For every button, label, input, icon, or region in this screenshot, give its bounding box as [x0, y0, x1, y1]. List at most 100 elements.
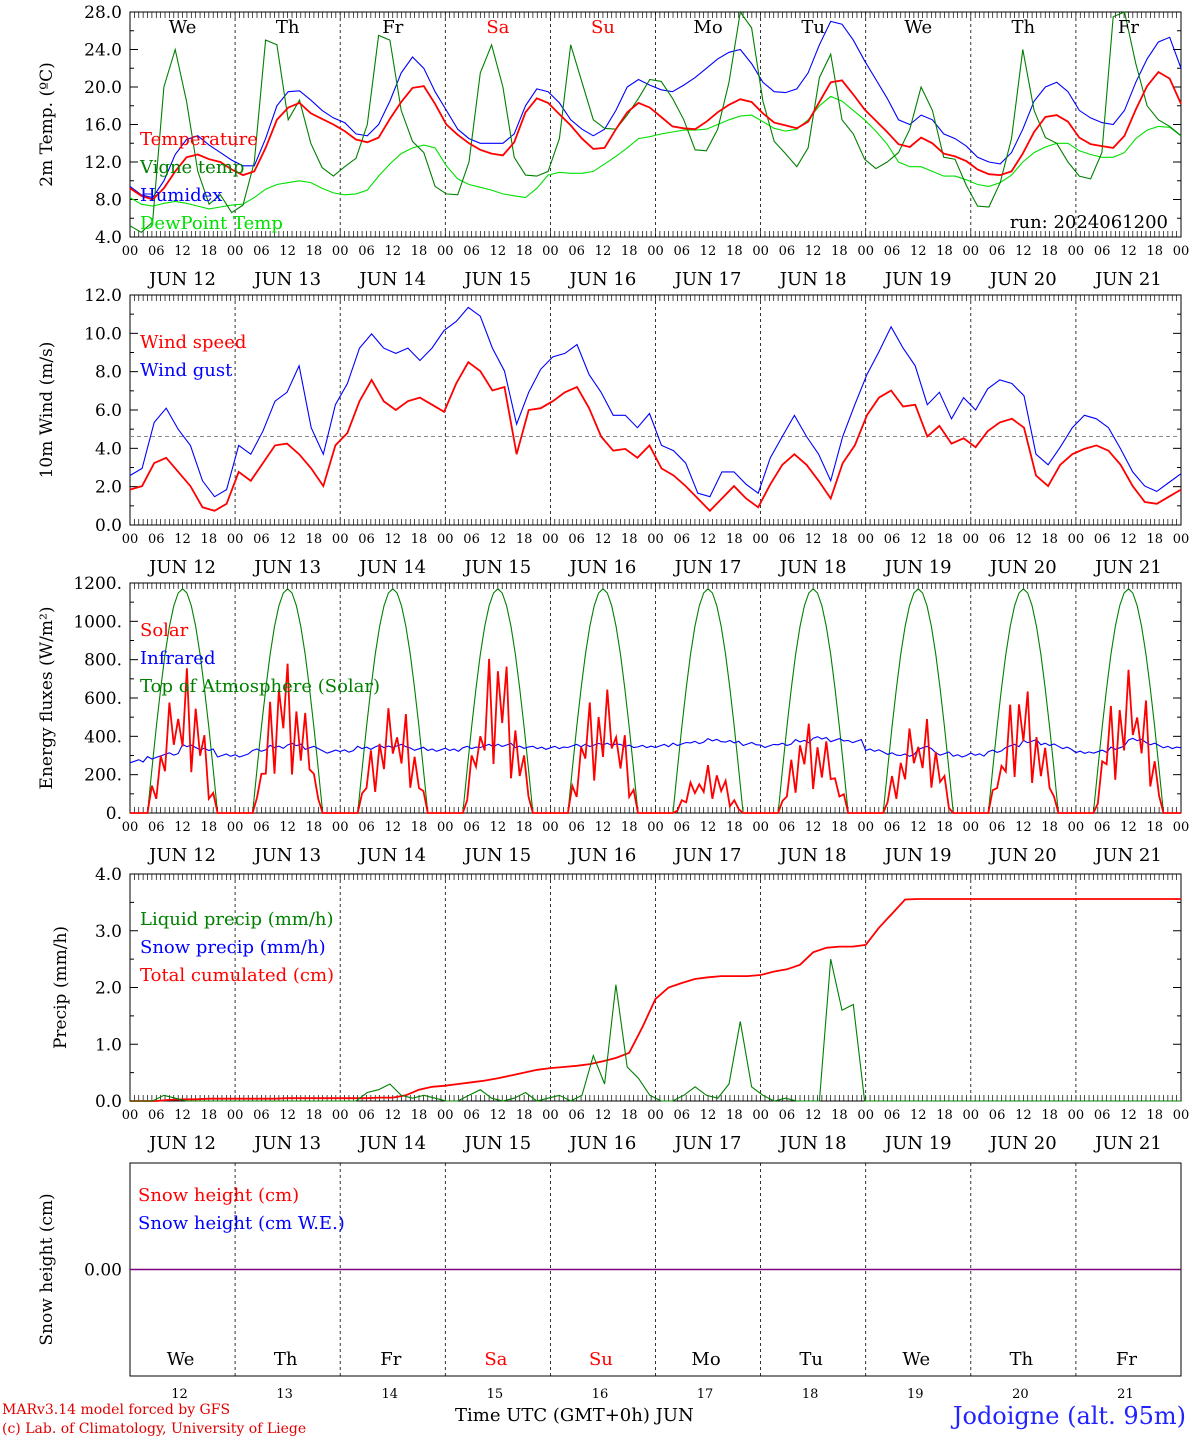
- x-hour-label: 06: [568, 532, 585, 547]
- panel-frame: [129, 11, 1182, 238]
- x-hour-label: 06: [253, 1108, 270, 1123]
- x-date-label: JUN 17: [673, 269, 742, 290]
- y-tick-label: 1200.: [73, 574, 122, 594]
- day-name-label: Sa: [486, 17, 509, 38]
- x-axis-title-text: Time UTC (GMT+0h): [455, 1405, 650, 1426]
- model-credit: MARv3.14 model forced by GFS: [2, 1402, 231, 1418]
- x-hour-label: 12: [595, 1108, 612, 1123]
- x-hour-label: 18: [201, 1108, 218, 1123]
- legend-entry: Solar: [140, 620, 189, 641]
- x-hour-label: 00: [857, 532, 874, 547]
- x-hour-label: 00: [1068, 1108, 1085, 1123]
- x-hour-label: 00: [332, 244, 349, 259]
- x-hour-label: 00: [542, 244, 559, 259]
- x-hour-label: 12: [910, 532, 927, 547]
- x-hour-label: 18: [516, 1108, 533, 1123]
- x-hour-label: 18: [726, 1108, 743, 1123]
- x-hour-label: 18: [411, 244, 428, 259]
- day-number-label: 12: [171, 1387, 188, 1402]
- x-date-label: JUN 13: [252, 557, 321, 578]
- x-hour-label: 18: [1146, 820, 1163, 835]
- x-hour-label: 06: [1094, 532, 1111, 547]
- x-hour-label: 00: [963, 532, 980, 547]
- x-hour-label: 06: [568, 1108, 585, 1123]
- y-tick-label: 8.0: [95, 363, 122, 383]
- legend-entry: Temperature: [140, 129, 258, 150]
- x-date-label: JUN 15: [462, 1133, 531, 1154]
- series-line: [129, 360, 1182, 513]
- day-name-label: We: [167, 1349, 195, 1370]
- y-tick-label: 1000.: [73, 612, 122, 632]
- x-hour-label: 12: [1015, 820, 1032, 835]
- x-hour-label: 12: [805, 532, 822, 547]
- x-axis-month: JUN: [655, 1405, 694, 1426]
- day-number-label: 15: [487, 1387, 504, 1402]
- legend-entry: Liquid precip (mm/h): [140, 909, 334, 930]
- x-hour-label: 06: [148, 1108, 165, 1123]
- x-hour-label: 18: [936, 532, 953, 547]
- x-hour-label: 18: [1041, 820, 1058, 835]
- legend-entry: Humidex: [140, 185, 222, 206]
- day-name-label: Th: [1012, 17, 1036, 38]
- day-name-label: Tu: [799, 1349, 823, 1370]
- x-hour-label: 12: [1120, 532, 1137, 547]
- day-name-label: Th: [276, 17, 300, 38]
- x-date-label: JUN 19: [883, 845, 952, 866]
- x-date-label: JUN 12: [147, 269, 216, 290]
- x-hour-label: 18: [1146, 1108, 1163, 1123]
- x-hour-label: 06: [358, 532, 375, 547]
- x-hour-label: 00: [332, 820, 349, 835]
- x-hour-label: 00: [542, 820, 559, 835]
- x-hour-label: 00: [437, 820, 454, 835]
- x-hour-label: 18: [411, 820, 428, 835]
- x-date-label: JUN 16: [568, 845, 637, 866]
- legend-entry: Top of Atmosphere (Solar): [140, 676, 380, 697]
- day-name-label: Fr: [1118, 17, 1139, 38]
- station-name: Jodoigne (alt. 95m): [952, 1402, 1186, 1430]
- x-hour-label: 00: [963, 820, 980, 835]
- x-hour-label: 06: [463, 244, 480, 259]
- y-tick-label: 3.0: [95, 922, 122, 942]
- x-hour-label: 06: [884, 1108, 901, 1123]
- x-hour-label: 18: [516, 244, 533, 259]
- x-hour-label: 00: [122, 244, 139, 259]
- y-tick-label: 0.: [106, 804, 122, 824]
- x-date-label: JUN 13: [252, 845, 321, 866]
- y-tick-label: 24.0: [84, 41, 122, 61]
- x-hour-label: 00: [857, 1108, 874, 1123]
- x-hour-label: 00: [122, 820, 139, 835]
- x-hour-label: 00: [1068, 244, 1085, 259]
- x-hour-label: 00: [332, 532, 349, 547]
- day-name-label: Th: [1010, 1349, 1034, 1370]
- x-hour-label: 18: [831, 244, 848, 259]
- x-hour-label: 00: [647, 820, 664, 835]
- x-hour-label: 06: [884, 244, 901, 259]
- x-hour-label: 12: [384, 1108, 401, 1123]
- x-hour-label: 00: [227, 820, 244, 835]
- x-date-label: JUN 18: [778, 557, 847, 578]
- series-line: [129, 10, 1182, 233]
- x-hour-label: 06: [779, 820, 796, 835]
- run-label: run: 2024061200: [1010, 212, 1168, 233]
- x-hour-label: 06: [463, 532, 480, 547]
- day-name-label: We: [904, 17, 932, 38]
- x-hour-label: 12: [384, 820, 401, 835]
- x-date-label: JUN 17: [673, 1133, 742, 1154]
- x-hour-label: 12: [279, 1108, 296, 1123]
- lab-credit: (c) Lab. of Climatology, University of L…: [2, 1421, 307, 1437]
- y-tick-label: 4.0: [95, 865, 122, 885]
- x-hour-label: 12: [1120, 820, 1137, 835]
- x-hour-label: 12: [490, 532, 507, 547]
- day-name-label: Fr: [382, 17, 403, 38]
- y-tick-label: 12.0: [84, 286, 122, 306]
- legend-entry: Snow height (cm W.E.): [138, 1213, 345, 1234]
- day-name-label: Sa: [484, 1349, 507, 1370]
- legend-entry: Infrared: [140, 648, 215, 669]
- x-hour-label: 06: [358, 820, 375, 835]
- x-hour-label: 06: [568, 820, 585, 835]
- x-hour-label: 12: [700, 244, 717, 259]
- x-hour-label: 18: [1041, 244, 1058, 259]
- legend-entry: Wind gust: [140, 360, 233, 381]
- x-hour-label: 06: [463, 820, 480, 835]
- x-hour-label: 00: [1173, 244, 1190, 259]
